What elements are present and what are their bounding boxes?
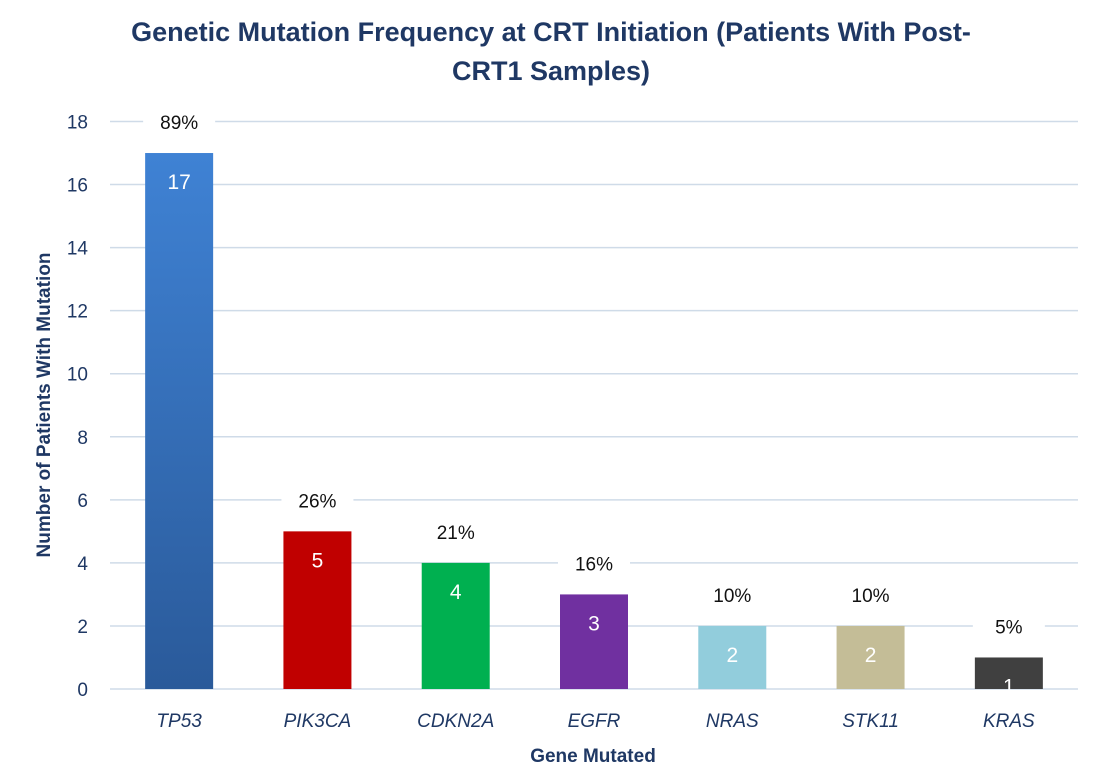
percent-label: 21%: [437, 523, 475, 544]
x-tick-label: KRAS: [983, 711, 1035, 732]
percent-label-background: [558, 551, 630, 578]
bar-cdkn2a: [421, 562, 490, 689]
percent-label-background: [972, 614, 1045, 641]
y-tick-label: 6: [77, 491, 88, 512]
y-tick-label: 4: [77, 554, 88, 575]
x-tick-label: TP53: [156, 711, 202, 732]
bar-value-label: 3: [588, 612, 600, 635]
bar-pik3ca: [283, 531, 352, 689]
x-tick-label: PIK3CA: [284, 711, 352, 732]
percent-label-background: [696, 582, 769, 609]
percent-label-background: [143, 110, 216, 137]
bar-value-label: 1: [1003, 675, 1015, 698]
x-tick-label: STK11: [842, 711, 899, 732]
bar-value-label: 17: [167, 171, 190, 194]
bar-value-label: 5: [312, 549, 324, 572]
percent-label: 10%: [713, 586, 751, 607]
percent-label-background: [834, 582, 907, 609]
y-axis-title: Number of Patients With Mutation: [34, 253, 55, 558]
x-tick-label: EGFR: [568, 711, 621, 732]
bar-kras: [974, 657, 1043, 689]
bar-value-label: 2: [726, 644, 738, 667]
y-tick-label: 16: [67, 176, 88, 197]
y-tick-label: 12: [67, 302, 88, 323]
y-tick-label: 18: [67, 113, 88, 134]
x-axis-title: Gene Mutated: [530, 746, 656, 767]
y-tick-label: 8: [77, 428, 88, 449]
bar-egfr: [560, 594, 628, 689]
chart-title-line-1: Genetic Mutation Frequency at CRT Initia…: [131, 17, 971, 47]
percent-label: 5%: [995, 617, 1023, 638]
chart-title-line-2: CRT1 Samples): [452, 56, 650, 86]
y-tick-label: 2: [77, 617, 88, 638]
percent-label-background: [419, 519, 492, 546]
percent-label: 10%: [852, 586, 890, 607]
y-tick-label: 0: [77, 680, 88, 701]
bar-tp53: [145, 153, 214, 689]
bar-nras: [698, 625, 767, 689]
bar-stk11: [836, 625, 905, 689]
x-tick-label: CDKN2A: [417, 711, 494, 732]
bar-value-label: 4: [450, 581, 462, 604]
percent-label-background: [281, 488, 354, 515]
y-tick-label: 10: [67, 365, 88, 386]
percent-label: 26%: [298, 491, 336, 512]
y-tick-label: 14: [67, 239, 89, 260]
percent-label: 16%: [575, 554, 613, 575]
x-tick-label: NRAS: [706, 711, 759, 732]
percent-label: 89%: [160, 113, 198, 134]
bar-value-label: 2: [865, 644, 877, 667]
